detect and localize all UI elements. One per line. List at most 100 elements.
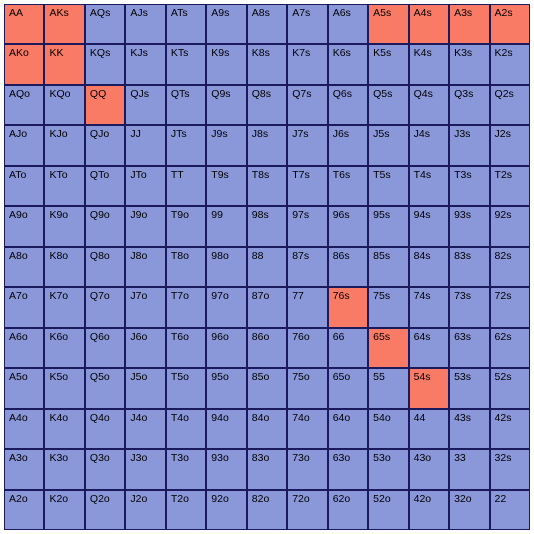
hand-cell-A8s: A8s bbox=[247, 4, 287, 44]
hand-cell-T5s: T5s bbox=[368, 166, 408, 206]
hand-cell-93s: 93s bbox=[449, 206, 489, 246]
hand-cell-63s: 63s bbox=[449, 328, 489, 368]
hand-cell-J2s: J2s bbox=[490, 125, 530, 165]
hand-cell-86o: 86o bbox=[247, 328, 287, 368]
hand-cell-65o: 65o bbox=[328, 368, 368, 408]
hand-cell-A4s: A4s bbox=[409, 4, 449, 44]
hand-cell-K9s: K9s bbox=[206, 44, 246, 84]
hand-cell-J7o: J7o bbox=[125, 287, 165, 327]
hand-cell-Q6o: Q6o bbox=[85, 328, 125, 368]
hand-cell-Q6s: Q6s bbox=[328, 85, 368, 125]
hand-cell-A7o: A7o bbox=[4, 287, 44, 327]
hand-cell-76s: 76s bbox=[328, 287, 368, 327]
hand-cell-QQ: QQ bbox=[85, 85, 125, 125]
hand-cell-Q2s: Q2s bbox=[490, 85, 530, 125]
hand-cell-65s: 65s bbox=[368, 328, 408, 368]
hand-cell-T3o: T3o bbox=[166, 449, 206, 489]
hand-cell-K7o: K7o bbox=[44, 287, 84, 327]
hand-cell-J9s: J9s bbox=[206, 125, 246, 165]
hand-cell-J5s: J5s bbox=[368, 125, 408, 165]
hand-cell-22: 22 bbox=[490, 490, 530, 530]
hand-cell-QTs: QTs bbox=[166, 85, 206, 125]
hand-cell-T7s: T7s bbox=[287, 166, 327, 206]
hand-cell-T4o: T4o bbox=[166, 409, 206, 449]
hand-cell-Q9s: Q9s bbox=[206, 85, 246, 125]
hand-cell-A7s: A7s bbox=[287, 4, 327, 44]
hand-cell-42o: 42o bbox=[409, 490, 449, 530]
hand-cell-Q7s: Q7s bbox=[287, 85, 327, 125]
hand-cell-72o: 72o bbox=[287, 490, 327, 530]
hand-cell-T6s: T6s bbox=[328, 166, 368, 206]
hand-cell-K3o: K3o bbox=[44, 449, 84, 489]
hand-cell-54o: 54o bbox=[368, 409, 408, 449]
hand-cell-Q9o: Q9o bbox=[85, 206, 125, 246]
hand-cell-Q5s: Q5s bbox=[368, 85, 408, 125]
hand-cell-42s: 42s bbox=[490, 409, 530, 449]
hand-cell-QTo: QTo bbox=[85, 166, 125, 206]
hand-cell-33: 33 bbox=[449, 449, 489, 489]
hand-cell-43o: 43o bbox=[409, 449, 449, 489]
hand-cell-J3s: J3s bbox=[449, 125, 489, 165]
hand-cell-62s: 62s bbox=[490, 328, 530, 368]
hand-cell-JTo: JTo bbox=[125, 166, 165, 206]
hand-cell-A3s: A3s bbox=[449, 4, 489, 44]
hand-cell-KTo: KTo bbox=[44, 166, 84, 206]
hand-cell-85o: 85o bbox=[247, 368, 287, 408]
hand-cell-K2o: K2o bbox=[44, 490, 84, 530]
hand-cell-QJs: QJs bbox=[125, 85, 165, 125]
hand-cell-95o: 95o bbox=[206, 368, 246, 408]
hand-cell-J9o: J9o bbox=[125, 206, 165, 246]
hand-cell-43s: 43s bbox=[449, 409, 489, 449]
hand-cell-98o: 98o bbox=[206, 247, 246, 287]
hand-cell-87s: 87s bbox=[287, 247, 327, 287]
hand-cell-A2o: A2o bbox=[4, 490, 44, 530]
hand-cell-A5s: A5s bbox=[368, 4, 408, 44]
hand-cell-Q7o: Q7o bbox=[85, 287, 125, 327]
hand-cell-K5s: K5s bbox=[368, 44, 408, 84]
hand-cell-A3o: A3o bbox=[4, 449, 44, 489]
hand-cell-J4o: J4o bbox=[125, 409, 165, 449]
hand-cell-AQo: AQo bbox=[4, 85, 44, 125]
hand-cell-ATs: ATs bbox=[166, 4, 206, 44]
hand-cell-84s: 84s bbox=[409, 247, 449, 287]
hand-cell-J3o: J3o bbox=[125, 449, 165, 489]
hand-cell-J6o: J6o bbox=[125, 328, 165, 368]
hand-cell-K5o: K5o bbox=[44, 368, 84, 408]
hand-cell-AKs: AKs bbox=[44, 4, 84, 44]
hand-cell-Q4s: Q4s bbox=[409, 85, 449, 125]
hand-cell-T2o: T2o bbox=[166, 490, 206, 530]
hand-cell-32o: 32o bbox=[449, 490, 489, 530]
hand-cell-AKo: AKo bbox=[4, 44, 44, 84]
hand-cell-97s: 97s bbox=[287, 206, 327, 246]
hand-cell-52o: 52o bbox=[368, 490, 408, 530]
hand-cell-A9o: A9o bbox=[4, 206, 44, 246]
hand-cell-J6s: J6s bbox=[328, 125, 368, 165]
hand-cell-K6o: K6o bbox=[44, 328, 84, 368]
hand-cell-AJo: AJo bbox=[4, 125, 44, 165]
hand-cell-Q8o: Q8o bbox=[85, 247, 125, 287]
hand-cell-99: 99 bbox=[206, 206, 246, 246]
hand-cell-83s: 83s bbox=[449, 247, 489, 287]
hand-cell-74s: 74s bbox=[409, 287, 449, 327]
hand-cell-75s: 75s bbox=[368, 287, 408, 327]
hand-cell-95s: 95s bbox=[368, 206, 408, 246]
hand-cell-54s: 54s bbox=[409, 368, 449, 408]
hand-cell-J5o: J5o bbox=[125, 368, 165, 408]
hand-cell-AQs: AQs bbox=[85, 4, 125, 44]
hand-cell-Q4o: Q4o bbox=[85, 409, 125, 449]
hand-cell-T9s: T9s bbox=[206, 166, 246, 206]
hand-cell-96o: 96o bbox=[206, 328, 246, 368]
hand-cell-76o: 76o bbox=[287, 328, 327, 368]
hand-cell-87o: 87o bbox=[247, 287, 287, 327]
hand-cell-86s: 86s bbox=[328, 247, 368, 287]
hand-cell-53s: 53s bbox=[449, 368, 489, 408]
hand-cell-K3s: K3s bbox=[449, 44, 489, 84]
hand-cell-K6s: K6s bbox=[328, 44, 368, 84]
hand-cell-74o: 74o bbox=[287, 409, 327, 449]
hand-cell-82o: 82o bbox=[247, 490, 287, 530]
hand-cell-72s: 72s bbox=[490, 287, 530, 327]
hand-cell-T5o: T5o bbox=[166, 368, 206, 408]
hand-cell-AA: AA bbox=[4, 4, 44, 44]
hand-cell-Q3o: Q3o bbox=[85, 449, 125, 489]
hand-cell-83o: 83o bbox=[247, 449, 287, 489]
